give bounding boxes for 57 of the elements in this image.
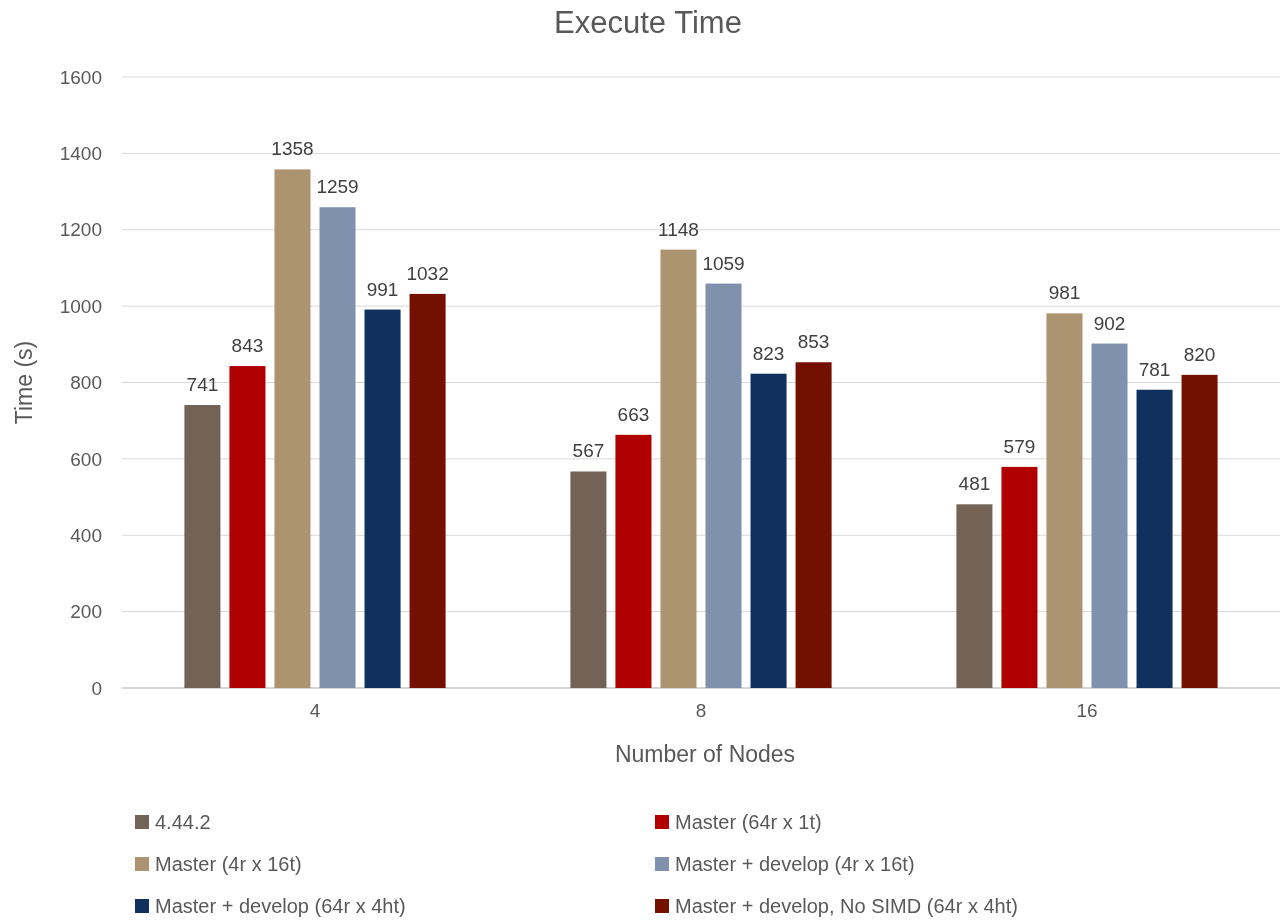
data-label: 579: [1003, 435, 1036, 457]
bar: [1091, 343, 1128, 688]
bar: [1136, 389, 1173, 688]
data-label: 781: [1138, 358, 1171, 380]
data-label: 481: [958, 473, 991, 495]
bar: [750, 373, 787, 688]
legend-label: 4.44.2: [155, 811, 211, 833]
legend-label: Master + develop (4r x 16t): [675, 853, 915, 875]
bar: [705, 283, 742, 688]
bar: [1046, 313, 1083, 688]
y-tick-label: 600: [70, 448, 102, 470]
bar: [570, 471, 607, 688]
bar: [274, 169, 311, 688]
bar: [409, 293, 446, 688]
data-label: 991: [366, 278, 399, 300]
bar: [956, 504, 993, 688]
data-label: 902: [1093, 312, 1126, 334]
legend-label: Master (64r x 1t): [675, 811, 822, 833]
legend-label: Master + develop, No SIMD (64r x 4ht): [675, 895, 1018, 917]
data-label: 820: [1183, 343, 1216, 365]
data-label: 663: [617, 403, 650, 425]
y-tick-label: 1600: [59, 66, 102, 88]
bar: [1181, 374, 1218, 688]
y-tick-label: 400: [70, 524, 102, 546]
bar: [660, 249, 697, 688]
y-tick-label: 1200: [59, 219, 102, 241]
x-tick-label: 4: [309, 700, 321, 721]
y-axis-title: Time (s): [11, 340, 37, 425]
y-tick-label: 1400: [59, 143, 102, 165]
data-label: 1358: [271, 138, 314, 160]
bar: [615, 434, 652, 688]
chart-title: Execute Time: [554, 5, 742, 40]
y-tick-label: 1000: [59, 295, 102, 317]
data-label: 567: [572, 440, 605, 462]
data-label: 1148: [658, 218, 699, 240]
legend-label: Master (4r x 16t): [155, 853, 302, 875]
x-tick-label: 16: [1076, 700, 1098, 721]
bar: [184, 405, 221, 688]
data-label: 853: [797, 331, 830, 353]
data-label: 981: [1048, 282, 1081, 304]
y-tick-label: 800: [70, 372, 102, 394]
data-label: 741: [186, 374, 219, 396]
y-tick-label: 200: [70, 601, 102, 623]
data-label: 1259: [316, 176, 359, 198]
data-label: 1059: [702, 252, 745, 274]
x-tick-label: 8: [695, 700, 707, 721]
bar: [364, 309, 401, 688]
bar: [795, 362, 832, 688]
bar: [319, 207, 356, 688]
y-tick-label: 0: [91, 677, 102, 699]
legend-label: Master + develop (64r x 4ht): [155, 895, 406, 917]
data-label: 1032: [406, 262, 449, 284]
bar: [229, 366, 266, 688]
data-label: 823: [752, 342, 785, 364]
x-axis-title: Number of Nodes: [614, 741, 796, 767]
bar: [1001, 466, 1038, 688]
data-label: 843: [231, 335, 264, 357]
